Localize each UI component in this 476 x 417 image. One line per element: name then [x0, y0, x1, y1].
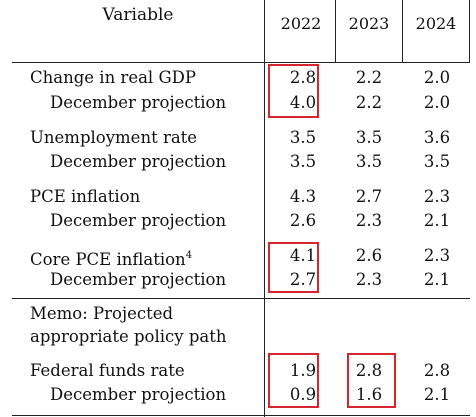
- cell-value: 0.9: [289, 385, 317, 404]
- variable-header: Variable: [102, 5, 174, 25]
- table-row: Change in real GDP 2.8 2.2 2.0: [12, 66, 470, 90]
- cell-value: 4.0: [289, 93, 317, 112]
- table-row: December projection 2.7 2.3 2.1: [12, 268, 470, 292]
- cell-value: 3.5: [423, 152, 451, 171]
- highlight-box-ffr-2023: [347, 353, 396, 408]
- year-header-2022: 2022: [280, 14, 322, 33]
- cell-value: 2.1: [423, 270, 451, 289]
- column-divider: [469, 0, 470, 62]
- projections-table: Variable 2022 2023 2024 Change in real G…: [12, 0, 470, 417]
- cell-value: 4.1: [289, 246, 317, 265]
- cell-value: 3.5: [355, 128, 383, 147]
- cell-value: 2.1: [423, 385, 451, 404]
- cell-value: 2.8: [289, 68, 317, 87]
- cell-value: 2.3: [423, 187, 451, 206]
- cell-value: 3.6: [423, 128, 451, 147]
- table-row: Core PCE inflation4 4.1 2.6 2.3: [12, 244, 470, 269]
- cell-value: 2.7: [355, 187, 383, 206]
- footnote-marker: 4: [185, 250, 193, 261]
- cell-value: 1.6: [355, 385, 383, 404]
- cell-value: 2.6: [355, 246, 383, 265]
- table-row: Unemployment rate 3.5 3.5 3.6: [12, 126, 470, 150]
- highlight-box-core-pce-2022: [268, 242, 319, 293]
- row-label: Core PCE inflation4: [30, 244, 192, 272]
- cell-value: 2.8: [423, 361, 451, 380]
- table-row: PCE inflation 4.3 2.7 2.3: [12, 185, 470, 209]
- row-label: December projection: [50, 152, 227, 171]
- cell-value: 3.5: [289, 152, 317, 171]
- cell-value: 2.2: [355, 93, 383, 112]
- row-label-text: Core PCE inflation: [30, 250, 186, 269]
- cell-value: 2.8: [355, 361, 383, 380]
- cell-value: 2.7: [289, 270, 317, 289]
- year-header-2024: 2024: [415, 14, 457, 33]
- cell-value: 2.0: [423, 93, 451, 112]
- table-row: December projection 2.6 2.3 2.1: [12, 209, 470, 233]
- header-rule: [12, 62, 470, 63]
- table-row: December projection 4.0 2.2 2.0: [12, 91, 470, 115]
- year-header-2023: 2023: [348, 14, 390, 33]
- cell-value: 1.9: [289, 361, 317, 380]
- row-label: Change in real GDP: [30, 68, 196, 87]
- cell-value: 3.5: [289, 128, 317, 147]
- cell-value: 4.3: [289, 187, 317, 206]
- cell-value: 2.6: [289, 211, 317, 230]
- table-row: December projection 3.5 3.5 3.5: [12, 150, 470, 174]
- cell-value: 2.3: [355, 270, 383, 289]
- highlight-box-gdp-2022: [268, 64, 319, 118]
- row-label: PCE inflation: [30, 187, 141, 206]
- cell-value: 2.0: [423, 68, 451, 87]
- bottom-rule: [12, 415, 470, 416]
- row-label: December projection: [50, 385, 227, 404]
- row-label: December projection: [50, 211, 227, 230]
- row-label: December projection: [50, 93, 227, 112]
- memo-line-2: appropriate policy path: [30, 327, 227, 346]
- column-divider: [264, 0, 265, 417]
- highlight-box-ffr-2022: [268, 353, 319, 408]
- cell-value: 2.3: [423, 246, 451, 265]
- cell-value: 2.2: [355, 68, 383, 87]
- cell-value: 3.5: [355, 152, 383, 171]
- memo-rule: [12, 298, 470, 299]
- row-label: Federal funds rate: [30, 361, 185, 380]
- row-label: Unemployment rate: [30, 128, 198, 147]
- memo-line-1: Memo: Projected: [30, 304, 174, 323]
- column-divider: [402, 0, 403, 62]
- table-row: December projection 0.9 1.6 2.1: [12, 383, 470, 407]
- cell-value: 2.1: [423, 211, 451, 230]
- cell-value: 2.3: [355, 211, 383, 230]
- table-row: Federal funds rate 1.9 2.8 2.8: [12, 359, 470, 383]
- row-label: December projection: [50, 270, 227, 289]
- column-divider: [335, 0, 336, 62]
